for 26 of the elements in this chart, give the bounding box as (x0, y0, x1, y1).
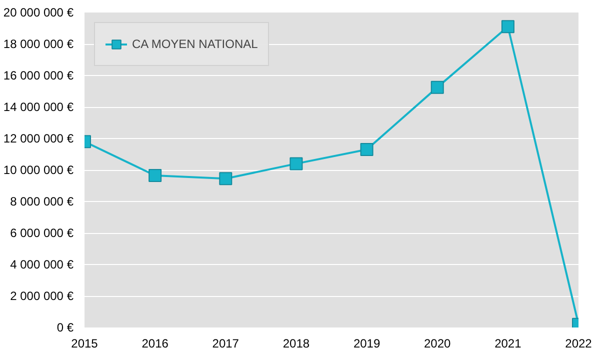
x-tick-label: 2022 (565, 336, 592, 350)
y-tick-label: 12 000 000 € (3, 132, 74, 146)
y-tick-label: 10 000 000 € (3, 163, 74, 177)
x-tick-label: 2021 (494, 336, 522, 350)
point (501, 20, 514, 34)
y-tick-label: 0 € (56, 320, 74, 334)
x-tick-label: 2020 (424, 336, 452, 350)
x-tick-label: 2017 (212, 336, 240, 350)
x-tick-label: 2018 (282, 336, 310, 350)
x-tick-label: 2016 (142, 336, 169, 350)
y-tick-label: 14 000 000 € (3, 100, 74, 114)
point (219, 172, 232, 186)
y-tick-label: 4 000 000 € (10, 258, 74, 272)
point (360, 143, 374, 156)
y-tick-label: 2 000 000 € (10, 289, 74, 303)
point (290, 157, 303, 170)
point (430, 80, 444, 94)
x-tick-label: 2015 (71, 336, 98, 350)
x-tick-label: 2019 (353, 336, 380, 350)
point (148, 169, 162, 182)
y-tick-label: 6 000 000 € (10, 226, 74, 240)
y-tick-label: 8 000 000 € (10, 194, 74, 208)
y-tick-label: 20 000 000 € (3, 6, 74, 20)
y-tick-label: 18 000 000 € (3, 37, 74, 51)
y-tick-label: 16 000 000 € (3, 68, 74, 82)
legend-label: CA MOYEN NATIONAL (132, 37, 258, 51)
